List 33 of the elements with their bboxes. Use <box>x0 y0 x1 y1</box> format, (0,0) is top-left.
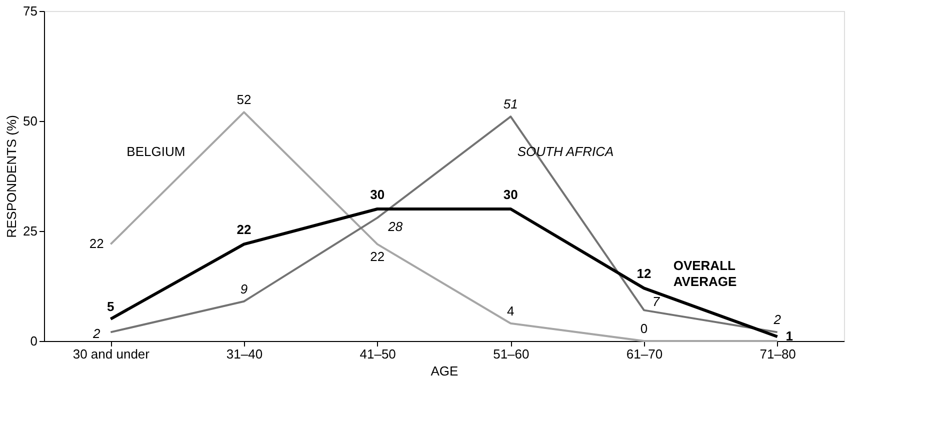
data-label: 7 <box>652 294 660 310</box>
data-label: 22 <box>236 222 252 238</box>
data-label: 9 <box>240 281 248 296</box>
series-label: OVERALL AVERAGE <box>673 258 737 290</box>
data-label: 51 <box>503 96 518 112</box>
y-tick-label: 0 <box>30 334 38 348</box>
data-label: 5 <box>107 299 114 314</box>
x-tick-label: 41–50 <box>360 346 396 362</box>
data-label: 30 <box>503 187 518 202</box>
y-axis-title: RESPONDENTS (%) <box>4 115 20 238</box>
data-label: 22 <box>370 249 385 264</box>
x-tick-label: 71–80 <box>760 346 796 362</box>
y-tick-label: 25 <box>23 224 38 238</box>
data-label: 2 <box>772 312 782 328</box>
data-label: 0 <box>640 321 648 336</box>
data-label: 4 <box>507 303 514 318</box>
x-tick-label: 30 and under <box>72 346 150 362</box>
data-label: 52 <box>236 92 252 108</box>
data-label: 2 <box>92 326 102 342</box>
line-series <box>109 208 779 338</box>
series-label: BELGIUM <box>126 144 186 159</box>
x-axis-title: AGE <box>430 364 459 378</box>
series-label: SOUTH AFRICA <box>517 144 614 159</box>
data-label: 1 <box>786 328 793 344</box>
y-tick-label: 75 <box>23 4 38 18</box>
data-label: 22 <box>89 236 104 252</box>
y-tick-label: 50 <box>23 114 38 128</box>
x-tick-label: 61–70 <box>626 346 663 362</box>
data-label: 30 <box>370 187 385 202</box>
x-tick-label: 31–40 <box>226 346 263 362</box>
x-tick-label: 51–60 <box>493 346 530 362</box>
data-label: 12 <box>636 266 652 282</box>
data-label: 28 <box>387 218 404 234</box>
